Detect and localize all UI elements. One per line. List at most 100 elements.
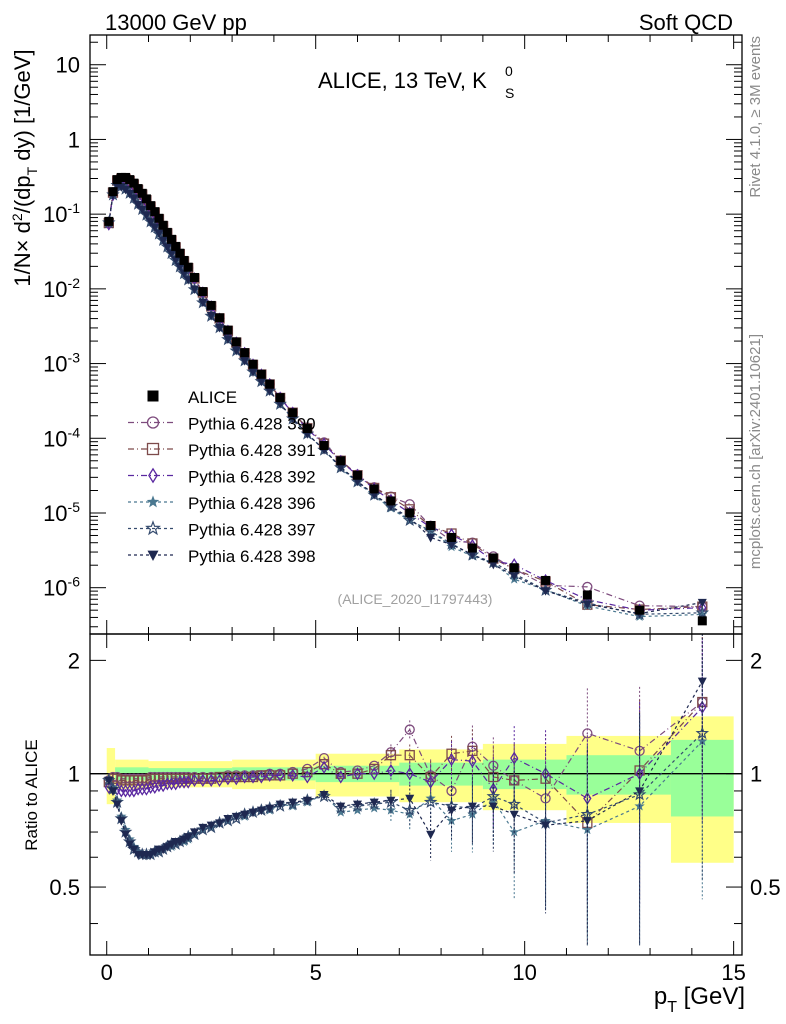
series-5-point-top-43 xyxy=(509,572,519,581)
x-tick-label-0: 0 xyxy=(101,960,113,985)
data-point-27-shape xyxy=(248,359,258,369)
data-point-32 xyxy=(302,424,312,434)
series-2-point-ratio-11-shape xyxy=(150,780,159,794)
series-2-point-ratio-20-shape xyxy=(190,773,199,788)
data-point-41-shape xyxy=(467,543,477,553)
data-point-9-shape xyxy=(141,194,151,204)
series-5-point-ratio-24-shape xyxy=(223,814,233,824)
series-5-point-top-15-shape xyxy=(167,249,176,259)
series-1-point-ratio-33 xyxy=(318,759,330,770)
series-1-point-ratio-37 xyxy=(385,750,397,761)
series-3-point-ratio-2-shape xyxy=(112,794,123,805)
series-5-point-ratio-44 xyxy=(541,821,551,831)
legend-entry-3: Pythia 6.428 396 xyxy=(128,494,316,513)
data-point-35 xyxy=(352,470,362,480)
series-5-point-top-27-shape xyxy=(248,368,258,377)
series-5-point-ratio-29-shape xyxy=(265,804,275,814)
series-2-point-ratio-23 xyxy=(215,773,224,788)
series-5-point-ratio-36 xyxy=(369,798,379,808)
series-5-point-top-3-shape xyxy=(116,183,126,192)
series-5-point-top-30 xyxy=(275,400,285,409)
data-point-20-shape xyxy=(189,272,199,282)
y-tick-label-0: 10-6 xyxy=(43,574,80,601)
legend-label-3: Pythia 6.428 396 xyxy=(188,494,316,513)
series-5-point-ratio-46 xyxy=(635,787,645,796)
series-5-point-ratio-1 xyxy=(108,787,118,796)
series-4-point-ratio-38 xyxy=(402,803,417,816)
series-0-point-ratio-38 xyxy=(404,724,415,735)
series-5-point-ratio-6 xyxy=(129,845,139,855)
y-axis-label: 1/N× d2/(dpT dy) [1/GeV] xyxy=(9,49,40,286)
series-5-point-top-30-shape xyxy=(275,400,285,409)
series-5-point-ratio-46-shape xyxy=(635,787,645,796)
series-5-point-top-16 xyxy=(171,256,181,265)
series-5-point-top-18-shape xyxy=(179,269,189,279)
series-5-point-ratio-25 xyxy=(231,812,241,822)
data-point-23-shape xyxy=(215,313,225,323)
series-2-point-ratio-33-shape xyxy=(319,760,329,774)
series-5-point-ratio-33-shape xyxy=(319,791,329,800)
data-point-7-shape xyxy=(133,184,143,194)
series-5-point-ratio-2-shape xyxy=(112,800,122,810)
legend-entry-1: Pythia 6.428 391 xyxy=(128,441,316,460)
series-5-point-top-22-shape xyxy=(206,312,216,321)
series-3-point-ratio-1 xyxy=(107,781,119,792)
series-2-point-ratio-36-shape xyxy=(370,767,379,781)
series-2-point-ratio-11 xyxy=(150,780,159,794)
series-2-point-ratio-37 xyxy=(386,763,396,778)
series-5-point-top-21-shape xyxy=(198,298,208,308)
series-5-point-ratio-28-shape xyxy=(256,806,266,816)
data-point-25 xyxy=(231,337,241,347)
header-right: Soft QCD xyxy=(639,10,733,35)
series-5-point-top-29 xyxy=(265,387,275,396)
series-2-point-ratio-25-shape xyxy=(232,772,241,786)
series-5-point-ratio-31-shape xyxy=(288,798,298,808)
legend-marker-5-shape xyxy=(147,550,159,562)
series-5-point-top-24-shape xyxy=(223,335,233,345)
series-3-point-ratio-37-shape xyxy=(385,804,397,815)
ratio-band-inner-6 xyxy=(566,755,671,795)
series-2-point-ratio-9 xyxy=(142,782,151,796)
series-2-point-ratio-21-shape xyxy=(198,773,207,788)
data-point-43-shape xyxy=(509,563,519,573)
series-5-point-ratio-41-shape xyxy=(467,802,477,812)
series-5-point-top-7 xyxy=(133,201,143,210)
series-2-point-ratio-25 xyxy=(232,772,241,786)
series-5-point-ratio-43-shape xyxy=(509,810,519,820)
data-point-16-shape xyxy=(171,241,181,251)
series-5-point-top-9-shape xyxy=(141,211,151,220)
series-2-point-ratio-24-shape xyxy=(223,772,233,786)
series-5-point-ratio-27 xyxy=(248,808,258,818)
data-point-26-shape xyxy=(240,348,250,358)
series-4-point-ratio-43-shape xyxy=(507,797,521,810)
series-line-ratio-2 xyxy=(108,706,703,800)
series-5-point-top-44-shape xyxy=(541,587,551,596)
data-point-27 xyxy=(248,359,258,369)
series-3-point-ratio-35 xyxy=(352,804,363,815)
series-5-point-ratio-20 xyxy=(189,828,199,837)
data-point-13 xyxy=(158,220,168,230)
ratio-tick-label-left-1: 1 xyxy=(68,762,80,787)
data-point-22-shape xyxy=(206,300,216,310)
data-point-40-shape xyxy=(447,532,457,542)
series-5-point-top-42-shape xyxy=(488,560,498,570)
data-point-36 xyxy=(369,484,379,494)
x-tick-label-1: 5 xyxy=(310,960,322,985)
series-2-point-ratio-29 xyxy=(265,768,274,782)
analysis-watermark: (ALICE_2020_I1797443) xyxy=(338,591,493,607)
data-point-1 xyxy=(108,187,118,197)
y-tick-label-5: 10-1 xyxy=(43,200,80,227)
data-point-23 xyxy=(215,313,225,323)
series-5-point-ratio-34 xyxy=(336,802,346,812)
series-2-point-ratio-0 xyxy=(104,780,113,794)
data-point-28-shape xyxy=(256,369,266,379)
series-5-point-top-21 xyxy=(198,298,208,308)
series-5-point-top-26 xyxy=(240,357,250,366)
series-2-point-ratio-40 xyxy=(447,752,456,767)
series-4-point-top-47 xyxy=(695,605,710,619)
series-5-point-ratio-38 xyxy=(405,794,415,804)
series-5-point-ratio-45-shape xyxy=(582,817,592,826)
series-2-point-ratio-31 xyxy=(288,768,297,782)
plot-title-subscript: S xyxy=(505,85,514,101)
